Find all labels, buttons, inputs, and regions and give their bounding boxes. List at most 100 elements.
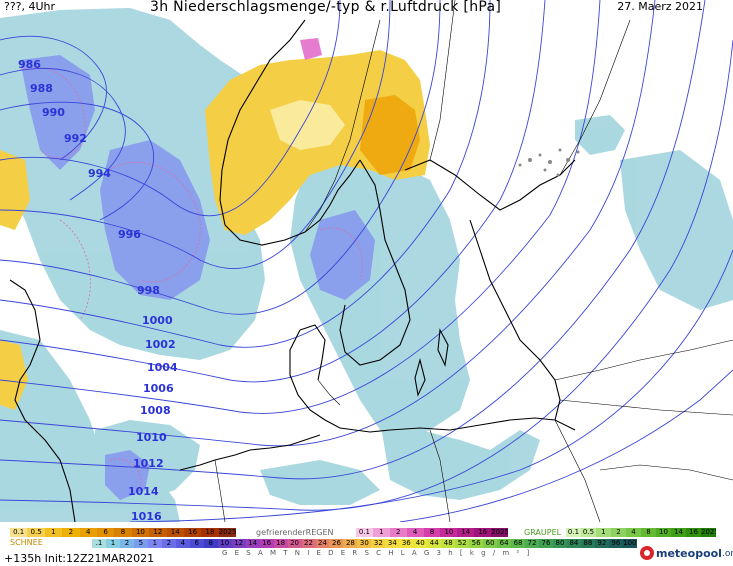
isobar-label-992: 992: [64, 132, 87, 145]
legend-gesamt-swatch: 56: [469, 539, 484, 548]
rain-heavy-areas: [20, 55, 375, 500]
isobar-line: [0, 0, 656, 447]
legend-schnee-swatch: 0.5: [27, 528, 45, 537]
legend-graupel-swatch: 4: [626, 528, 641, 537]
legend-graupel-scale: 0.10.512481014162025+: [566, 528, 716, 537]
isobar-line: [0, 0, 341, 217]
legend-schnee-swatch: 8: [114, 528, 132, 537]
coastlines: [9, 19, 576, 522]
legend-regen-swatch: 14: [457, 528, 475, 537]
isobar-label-1006: 1006: [143, 382, 174, 395]
coastline-baltic-south: [389, 417, 576, 431]
legend-graupel-swatch: 10: [656, 528, 671, 537]
legend-gesamt-swatch: 2: [119, 539, 134, 548]
legend-freezing-rain-title: gefrierenderREGEN: [256, 528, 334, 537]
legend-gesamt-swatch: 100: [622, 539, 637, 548]
legend-schnee-swatch: 18: [201, 528, 219, 537]
coastline-norway: [219, 19, 361, 246]
lake-dot: [548, 160, 552, 164]
snow-area-light: [270, 100, 345, 150]
rain-area-east-2: [620, 150, 733, 310]
rain-area-baltic: [380, 420, 540, 500]
legend-graupel-swatch: 0.5: [581, 528, 596, 537]
coastline-oland: [414, 357, 426, 397]
legend-schnee-swatch: 10: [131, 528, 150, 537]
coastline-sweden: [339, 159, 411, 366]
legend-gesamt-swatch: 44: [427, 539, 442, 548]
isobar-line: [129, 249, 733, 522]
isobar-label-988: 988: [30, 82, 53, 95]
legend-schnee-swatch: 1: [44, 528, 63, 537]
border-poland-east: [554, 419, 601, 522]
legend-regen-swatch: 0.1: [356, 528, 373, 537]
isobar-label-990: 990: [42, 106, 65, 119]
isobar-line: [0, 35, 107, 161]
legend-regen-swatch: 1: [372, 528, 390, 537]
dashed-contour-4: [319, 227, 363, 281]
border-belarus-ukraine: [599, 464, 733, 481]
coastline-germany-netherlands: [179, 434, 321, 471]
legend-gesamt-swatch: 18: [273, 539, 288, 548]
legend-gesamt-swatch: 80: [552, 539, 567, 548]
coastline-gotland: [437, 328, 449, 367]
legend-schnee-swatch: 12: [149, 528, 167, 537]
legend-schnee-swatch: 4: [79, 528, 97, 537]
legend-gesamt-swatch: 28: [343, 539, 358, 548]
dashed-contour-3: [59, 219, 91, 321]
lake-dot: [558, 148, 562, 152]
legend-gesamt-swatch: 48: [441, 539, 456, 548]
legend-graupel-swatch: 0.1: [566, 528, 581, 537]
rain-heavy-area-2: [100, 140, 210, 300]
precipitation-pressure-map: 986 988 990 992 994 996 998 1000 1002 10…: [0, 0, 733, 522]
lake-dot: [538, 153, 542, 157]
legend-gesamt-swatch: 12: [231, 539, 246, 548]
legend-gesamt-swatch: 4: [175, 539, 190, 548]
legend-gesamt-swatch: 52: [455, 539, 470, 548]
meteopool-logo[interactable]: meteopool .org: [640, 546, 733, 560]
legend-regen-swatch: 4: [406, 528, 424, 537]
isobar-line: [399, 369, 733, 522]
legend-gesamt-swatch: 84: [566, 539, 581, 548]
legend-gesamt-swatch: 40: [413, 539, 428, 548]
legend-graupel-swatch: 16: [686, 528, 701, 537]
legend-gesamt-swatch: 96: [608, 539, 623, 548]
legend-gesamt-swatch: 5: [133, 539, 148, 548]
dashed-contour-5: [109, 458, 142, 491]
isobar-label-1008: 1008: [140, 404, 171, 417]
legend-gesamt-swatch: 22: [301, 539, 316, 548]
isobar-line: [0, 0, 441, 315]
legend-total-precip-title: G E S A M T N I E D E R S C H L A G 3 h …: [222, 549, 532, 557]
map-title: 3h Niederschlagsmenge/-typ & r.Luftdruck…: [150, 0, 502, 15]
forecast-day-label: ???, 4Uhr: [4, 0, 56, 13]
legend-gesamt-swatch: 24: [315, 539, 330, 548]
isobar-labels: 986 988 990 992 994 996 998 1000 1002 10…: [18, 58, 178, 522]
rain-heavy-area-1: [20, 55, 95, 170]
lake-dot: [576, 150, 580, 154]
logo-tld: .org: [721, 549, 733, 559]
isobar-label-994: 994: [88, 167, 111, 180]
legend-schnee-swatch: 0.1: [10, 528, 28, 537]
isobar-label-1010: 1010: [136, 431, 167, 444]
snow-areas: [0, 38, 430, 410]
snow-area-pink: [300, 38, 322, 60]
legend-gesamt-swatch: 1: [147, 539, 162, 548]
isobar-line: [0, 0, 706, 480]
legend-gesamt-swatch: 16: [259, 539, 274, 548]
isobar-label-1002: 1002: [145, 338, 176, 351]
forecast-init-info: +135h Init:12Z21MAR2021: [4, 552, 155, 565]
legend-gesamt-swatch: 34: [385, 539, 400, 548]
legend-regen-swatch: 8: [423, 528, 441, 537]
legend-regen-swatch: 2025+: [491, 528, 509, 537]
legend-gesamt-swatch: 10: [217, 539, 232, 548]
legend-gesamt-swatch: 26: [329, 539, 344, 548]
isobar-line: [0, 0, 601, 414]
legend-gesamt-swatch: 8: [203, 539, 218, 548]
isobar-line: [0, 39, 733, 511]
border-norway-sweden: [304, 19, 381, 233]
isobar-label-986: 986: [18, 58, 41, 71]
legend-schnee-swatch: 16: [183, 528, 202, 537]
isobar-label-1016: 1016: [131, 510, 162, 522]
